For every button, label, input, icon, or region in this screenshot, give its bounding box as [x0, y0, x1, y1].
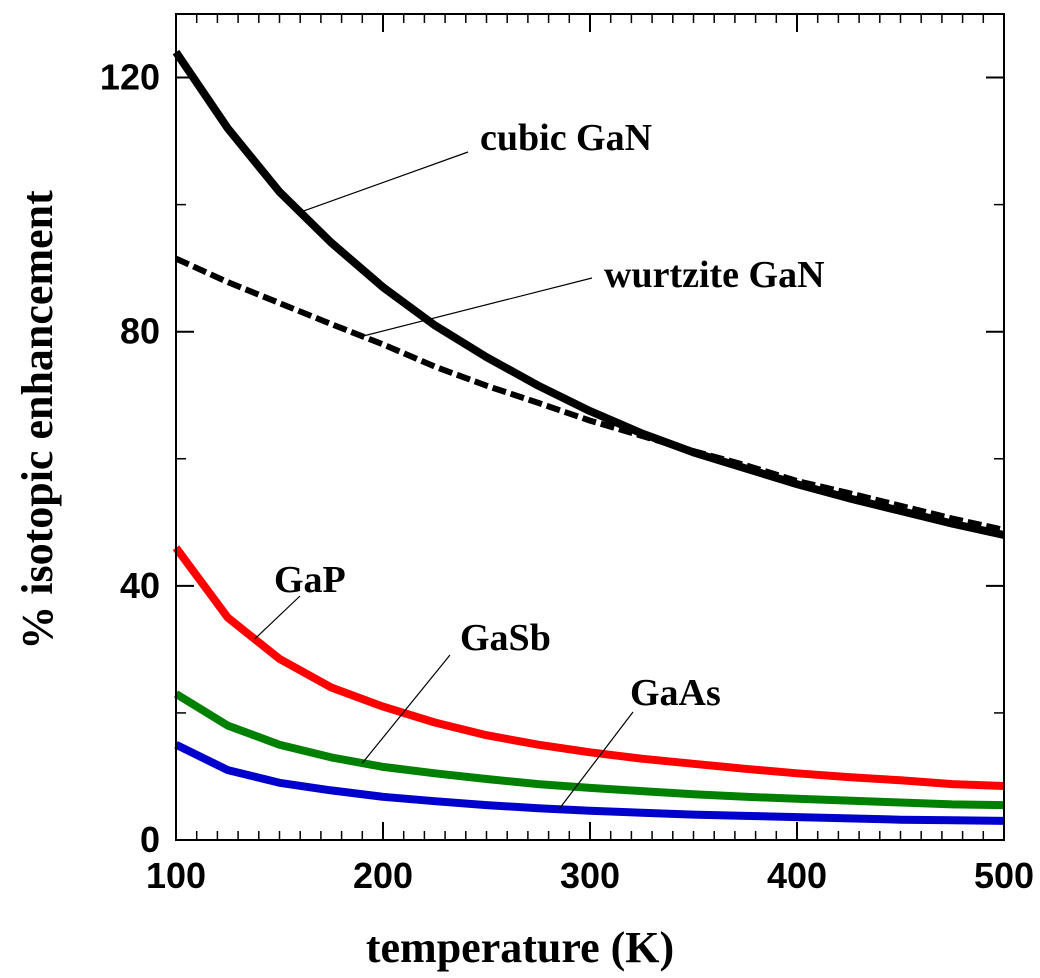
y-tick-labels: 0 40 80 120: [100, 57, 160, 860]
y-tick-label: 0: [140, 819, 160, 860]
annotation-gap: GaP: [274, 559, 346, 601]
x-tick-label: 400: [767, 855, 827, 896]
annotation-gaas: GaAs: [630, 672, 721, 714]
series-line-gaas: [174, 741, 1005, 825]
annotation-wurtzite-gan: wurtzite GaN: [604, 254, 825, 296]
series-line-gap: [172, 545, 1005, 790]
x-tick-label: 300: [560, 855, 620, 896]
minor-ticks: [176, 14, 1004, 840]
leader-gap: [254, 595, 301, 640]
y-axis-title: % isotopic enhancement: [13, 190, 62, 650]
y-tick-label: 80: [120, 311, 160, 352]
x-tick-label: 100: [146, 855, 206, 896]
y-tick-label: 40: [120, 565, 160, 606]
x-tick-label: 200: [353, 855, 413, 896]
leader-gaas: [558, 711, 634, 810]
x-tick-label: 500: [974, 855, 1034, 896]
series-line-cubic-gan: [172, 49, 1005, 539]
x-axis-title: temperature (K): [366, 923, 674, 972]
annotation-cubic-gan: cubic GaN: [480, 117, 652, 159]
leader-gasb: [361, 654, 451, 764]
series-layer: [172, 49, 1005, 825]
y-tick-label: 120: [100, 57, 160, 98]
leader-wurtzite-gan: [362, 277, 593, 337]
plot-frame: [175, 13, 1005, 841]
series-line-gasb: [173, 690, 1005, 810]
leader-cubic-gan: [299, 151, 469, 213]
annotation-leaders: [254, 151, 634, 810]
annotation-gasb: GaSb: [460, 617, 551, 659]
x-tick-labels: 100 200 300 400 500: [146, 855, 1034, 896]
series-line-wurtzite-gan: [174, 255, 1005, 533]
